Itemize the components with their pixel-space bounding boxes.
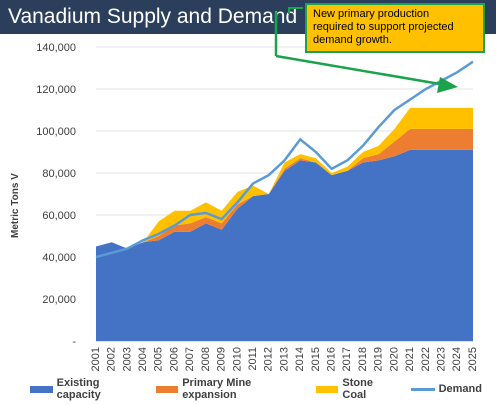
y-tick-label: 40,000 [42,252,76,264]
annotation-callout: New primary production required to suppo… [305,3,485,53]
line-demand [95,60,474,259]
callout-line-2: required to support projected [313,21,454,33]
area-existing-capacity [96,149,473,341]
legend-swatch-demand [410,387,435,391]
x-tick-label: 2001 [90,347,102,371]
x-tick-label: 2017 [341,347,353,371]
y-tick-label: 120,000 [36,84,76,96]
legend-item-primary: Primary Mine expansion [155,377,302,401]
legend: Existing capacity Primary Mine expansion… [30,377,496,401]
y-tick-label: 20,000 [42,294,76,306]
callout-arrow-head [437,77,458,93]
y-tick-label: 140,000 [36,42,76,54]
legend-swatch-stone [315,385,339,393]
x-tick-label: 2013 [278,347,290,371]
legend-item-demand: Demand [410,383,482,395]
callout-connector [288,7,303,14]
chart-title: Vanadium Supply and Demand [8,5,298,28]
x-tick-label: 2023 [435,347,447,371]
x-tick-label: 2012 [263,347,275,371]
x-tick-label: 2006 [168,347,180,371]
x-tick-label: 2011 [247,347,259,371]
legend-item-stone: Stone Coal [315,377,397,401]
x-tick-label: 2024 [451,347,463,371]
callout-line-3: demand growth. [313,34,392,46]
x-tick-label: 2003 [121,347,133,371]
legend-label-stone: Stone Coal [342,377,373,401]
x-tick-label: 2014 [294,347,306,371]
y-tick-label: 80,000 [42,168,76,180]
y-axis-label: Metric Tons V [10,173,21,238]
y-tick-label: 60,000 [42,210,76,222]
legend-label-existing: Existing capacity [56,377,101,401]
x-tick-label: 2007 [184,347,196,371]
x-tick-label: 2019 [373,347,385,371]
y-tick-label: - [72,336,76,348]
area-stone-coal [96,107,473,249]
x-tick-label: 2004 [137,347,149,371]
x-tick-label: 2022 [420,347,432,371]
x-tick-label: 2015 [310,347,322,371]
x-tick-label: 2008 [200,347,212,371]
x-tick-label: 2018 [357,347,369,371]
legend-label-demand: Demand [438,383,482,395]
y-tick-label: 100,000 [36,126,76,138]
callout-arrow-line [275,54,441,86]
x-tick-label: 2005 [153,347,165,371]
x-tick-label: 2002 [106,347,118,371]
legend-item-existing: Existing capacity [30,377,142,401]
x-tick-label: 2009 [216,347,228,371]
x-tick-label: 2010 [231,347,243,371]
area-primary-mine-expansion [96,128,473,249]
legend-swatch-primary [155,385,179,393]
x-tick-label: 2016 [326,347,338,371]
x-tick-label: 2021 [404,347,416,371]
x-tick-label: 2020 [388,347,400,371]
callout-line-1: New primary production [313,8,430,20]
legend-label-primary: Primary Mine expansion [182,377,252,401]
legend-swatch-existing [30,385,53,393]
x-tick-label: 2025 [467,347,479,371]
